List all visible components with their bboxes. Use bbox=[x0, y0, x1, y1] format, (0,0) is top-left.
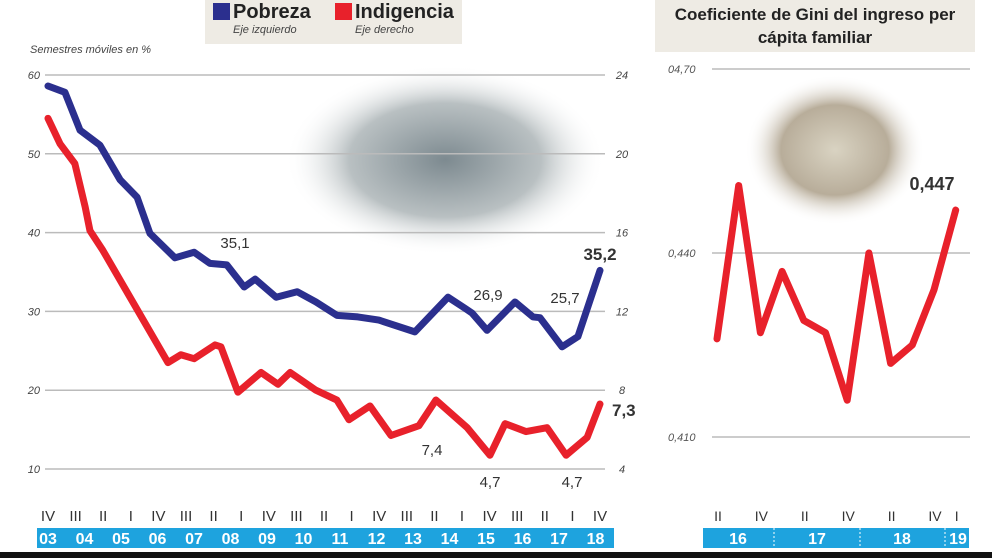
gini-tick-label: 04,70 bbox=[668, 64, 696, 76]
gini-x-tick-label: II bbox=[801, 508, 809, 524]
x-tick-label: II bbox=[209, 508, 217, 525]
data-label: 35,2 bbox=[583, 245, 616, 264]
series-pobreza bbox=[44, 82, 604, 351]
series-indigencia bbox=[44, 114, 604, 459]
year-bar bbox=[37, 528, 614, 548]
year-label: 08 bbox=[222, 531, 240, 548]
year-label: 10 bbox=[295, 531, 313, 548]
gini-x-tick-label: IV bbox=[928, 508, 942, 524]
year-label: 17 bbox=[550, 531, 568, 548]
left-tick-label: 50 bbox=[28, 149, 41, 161]
year-label: 03 bbox=[39, 531, 57, 548]
x-tick-label: IV bbox=[262, 508, 276, 525]
legend-indigencia-label: Indigencia bbox=[355, 1, 454, 23]
gini-x-tick-label: IV bbox=[842, 508, 856, 524]
x-tick-label: I bbox=[570, 508, 574, 525]
photo-horse-cart bbox=[285, 65, 605, 255]
x-tick-label: IV bbox=[593, 508, 607, 525]
gini-year-label: 17 bbox=[808, 531, 826, 548]
gini-year-label: 16 bbox=[729, 531, 747, 548]
x-tick-label: II bbox=[99, 508, 107, 525]
left-tick-label: 30 bbox=[28, 306, 41, 318]
right-tick-label: 4 bbox=[619, 464, 625, 476]
x-tick-label: III bbox=[511, 508, 524, 525]
x-tick-label: IV bbox=[372, 508, 386, 525]
year-label: 15 bbox=[477, 531, 495, 548]
year-label: 16 bbox=[514, 531, 532, 548]
data-label: 4,7 bbox=[562, 474, 583, 491]
pobreza-swatch bbox=[213, 3, 230, 20]
legend-pobreza-sub: Eje izquierdo bbox=[233, 24, 297, 36]
left-tick-label: 40 bbox=[28, 228, 41, 240]
year-label: 07 bbox=[185, 531, 203, 548]
gini-x-tick-label: II bbox=[714, 508, 722, 524]
legend-pobreza: Pobreza bbox=[213, 1, 311, 24]
x-tick-label: I bbox=[460, 508, 464, 525]
photo-banknotes bbox=[745, 75, 925, 225]
gini-tick-label: 0,410 bbox=[668, 432, 696, 444]
gini-year-label: 18 bbox=[893, 531, 911, 548]
gini-tick-label: 0,440 bbox=[668, 248, 696, 260]
gini-year-label: 19 bbox=[949, 531, 967, 548]
year-label: 11 bbox=[332, 531, 349, 548]
year-label: 06 bbox=[149, 531, 167, 548]
right-tick-label: 16 bbox=[616, 228, 629, 240]
year-label: 18 bbox=[587, 531, 605, 548]
left-tick-label: 20 bbox=[27, 385, 41, 397]
bottom-rule bbox=[0, 552, 992, 558]
legend-indigencia: Indigencia bbox=[335, 1, 454, 24]
legend: Pobreza Indigencia Eje izquierdo Eje der… bbox=[205, 0, 462, 44]
left-tick-label: 10 bbox=[28, 464, 41, 476]
x-tick-label: III bbox=[290, 508, 303, 525]
x-tick-label: IV bbox=[483, 508, 497, 525]
x-tick-label: I bbox=[129, 508, 133, 525]
right-tick-label: 8 bbox=[619, 385, 626, 397]
gini-x-tick-label: IV bbox=[755, 508, 769, 524]
year-label: 12 bbox=[368, 531, 386, 548]
x-tick-label: II bbox=[320, 508, 328, 525]
indigencia-swatch bbox=[335, 3, 352, 20]
x-tick-label: II bbox=[430, 508, 438, 525]
data-label: 4,7 bbox=[480, 474, 501, 491]
left-tick-label: 60 bbox=[28, 70, 41, 82]
data-label: 7,4 bbox=[422, 442, 443, 459]
gini-data-label: 0,447 bbox=[909, 174, 954, 194]
units-note: Semestres móviles en % bbox=[30, 44, 152, 56]
x-tick-label: I bbox=[350, 508, 354, 525]
year-label: 14 bbox=[441, 531, 459, 548]
data-label: 35,1 bbox=[220, 235, 249, 252]
x-tick-label: IV bbox=[41, 508, 55, 525]
gini-x-tick-label: II bbox=[888, 508, 896, 524]
x-tick-label: II bbox=[541, 508, 549, 525]
right-tick-label: 20 bbox=[615, 149, 629, 161]
legend-indigencia-sub: Eje derecho bbox=[355, 24, 414, 36]
right-tick-label: 24 bbox=[615, 70, 628, 82]
series-gini bbox=[713, 182, 960, 404]
gini-year-bar bbox=[703, 528, 969, 548]
x-tick-label: III bbox=[180, 508, 193, 525]
legend-pobreza-label: Pobreza bbox=[233, 1, 311, 23]
year-label: 09 bbox=[258, 531, 276, 548]
data-label: 7,3 bbox=[612, 401, 636, 420]
year-label: 13 bbox=[404, 531, 422, 548]
x-tick-label: IV bbox=[151, 508, 165, 525]
year-label: 05 bbox=[112, 531, 130, 548]
x-tick-label: I bbox=[239, 508, 243, 525]
data-label: 25,7 bbox=[550, 290, 579, 307]
year-label: 04 bbox=[76, 531, 94, 548]
gini-title: Coeficiente de Gini del ingreso per cápi… bbox=[655, 0, 975, 52]
x-tick-label: III bbox=[69, 508, 82, 525]
data-label: 26,9 bbox=[473, 287, 502, 304]
gini-x-tick-label: I bbox=[955, 508, 959, 524]
x-tick-label: III bbox=[401, 508, 414, 525]
right-tick-label: 12 bbox=[616, 306, 628, 318]
